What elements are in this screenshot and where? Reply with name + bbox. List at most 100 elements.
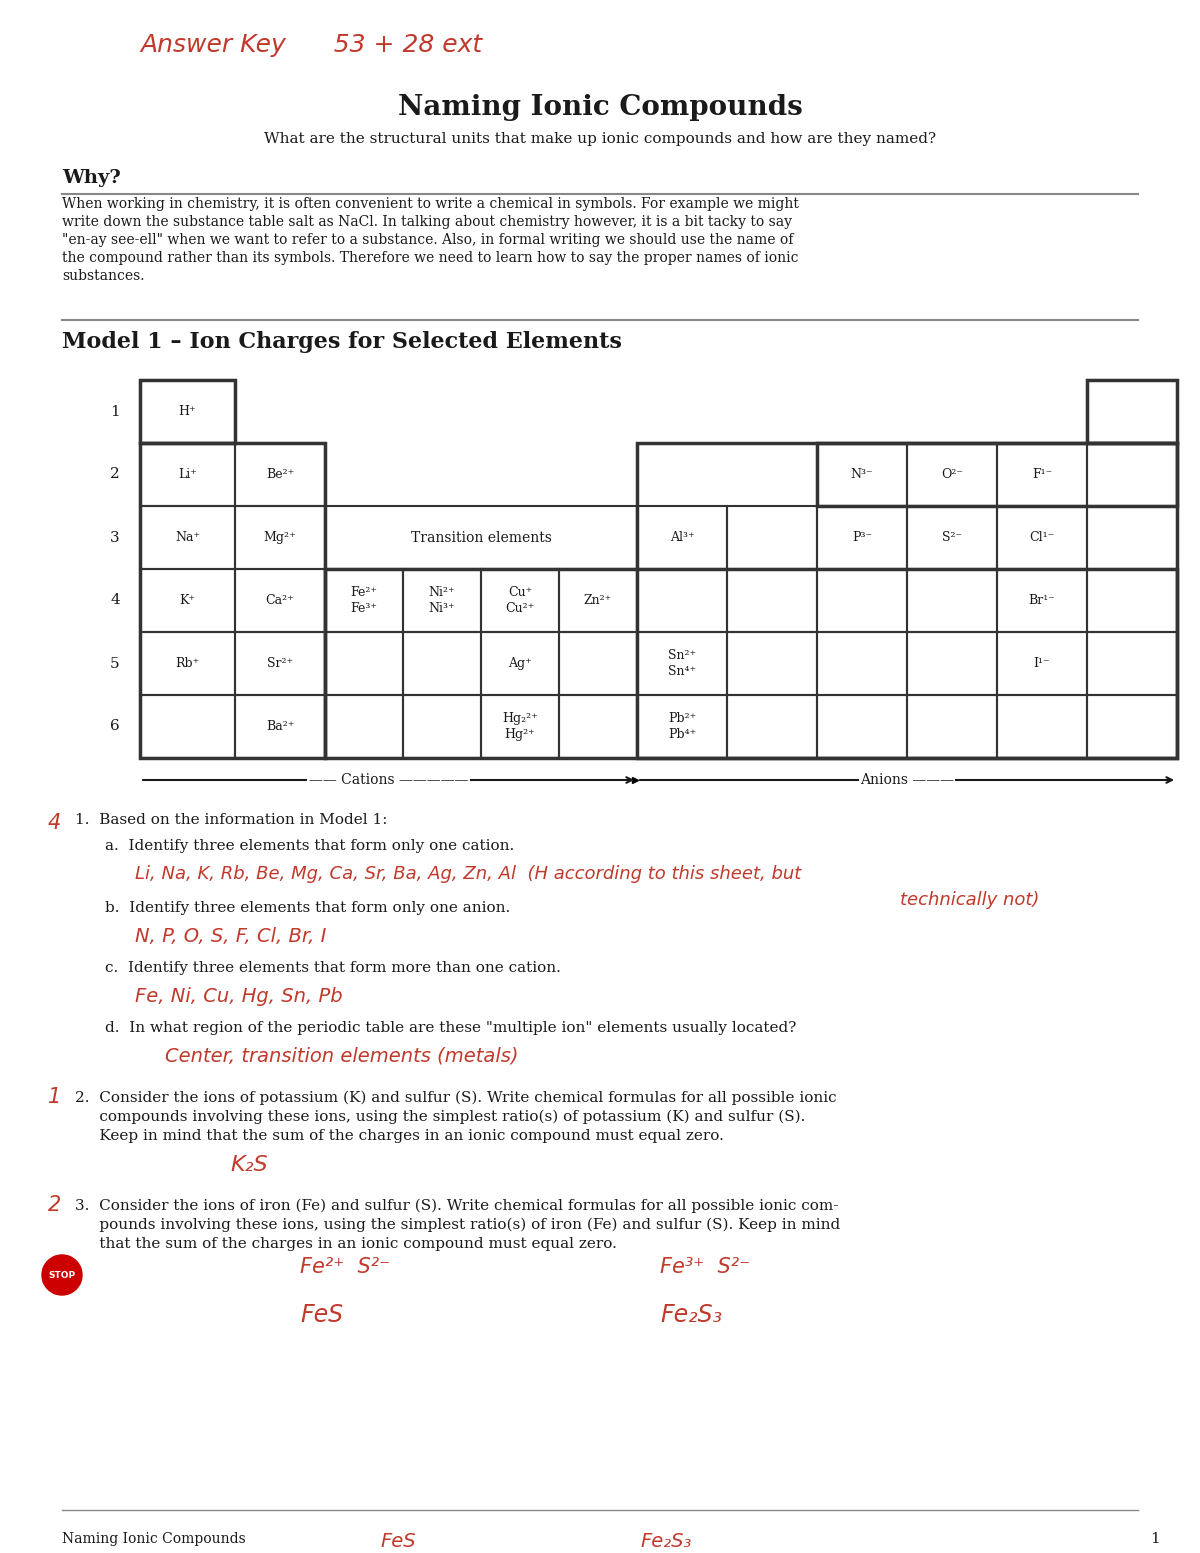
Text: When working in chemistry, it is often convenient to write a chemical in symbols: When working in chemistry, it is often c… (62, 197, 799, 211)
Text: Cu⁺
Cu²⁺: Cu⁺ Cu²⁺ (505, 585, 535, 615)
Text: S²⁻: S²⁻ (942, 531, 962, 544)
Text: Answer Key      53 + 28 ext: Answer Key 53 + 28 ext (140, 33, 482, 57)
Text: K₂S: K₂S (230, 1155, 268, 1176)
Bar (817, 696, 907, 758)
Bar (481, 696, 559, 758)
Bar (637, 632, 727, 696)
Bar (997, 696, 1087, 758)
Bar (907, 568, 997, 632)
Text: 1: 1 (48, 1087, 61, 1107)
Text: substances.: substances. (62, 269, 144, 283)
Text: P³⁻: P³⁻ (852, 531, 872, 544)
Text: Model 1 – Ion Charges for Selected Elements: Model 1 – Ion Charges for Selected Eleme… (62, 331, 622, 353)
Text: 4: 4 (48, 814, 61, 832)
Bar (140, 506, 235, 568)
Bar (235, 696, 325, 758)
Bar (403, 696, 481, 758)
Bar (817, 632, 907, 696)
Text: Anions ———: Anions ——— (860, 773, 954, 787)
Bar (1087, 506, 1177, 568)
Bar (325, 568, 1177, 758)
Text: the compound rather than its symbols. Therefore we need to learn how to say the : the compound rather than its symbols. Th… (62, 252, 798, 266)
Bar (727, 696, 817, 758)
Bar (637, 506, 727, 568)
Bar (637, 696, 727, 758)
Text: Fe₂S₃: Fe₂S₃ (660, 1303, 722, 1326)
Bar (140, 696, 235, 758)
Bar (559, 568, 637, 632)
Text: Be²⁺: Be²⁺ (266, 467, 294, 481)
Text: O²⁻: O²⁻ (941, 467, 964, 481)
Text: that the sum of the charges in an ionic compound must equal zero.: that the sum of the charges in an ionic … (74, 1238, 617, 1252)
Bar (481, 632, 559, 696)
Text: Transition elements: Transition elements (410, 531, 552, 545)
Bar (817, 506, 907, 568)
Text: N, P, O, S, F, Cl, Br, I: N, P, O, S, F, Cl, Br, I (134, 927, 326, 946)
Text: compounds involving these ions, using the simplest ratio(s) of potassium (K) and: compounds involving these ions, using th… (74, 1110, 805, 1124)
Text: Pb²⁺
Pb⁴⁺: Pb²⁺ Pb⁴⁺ (668, 711, 696, 741)
Text: I¹⁻: I¹⁻ (1033, 657, 1050, 669)
Text: b.  Identify three elements that form only one anion.: b. Identify three elements that form onl… (106, 901, 510, 915)
Text: Mg²⁺: Mg²⁺ (264, 531, 296, 544)
Bar (907, 443, 997, 506)
Bar (997, 568, 1087, 632)
Bar (637, 568, 727, 632)
Bar (997, 506, 1087, 568)
Text: Sn²⁺
Sn⁴⁺: Sn²⁺ Sn⁴⁺ (668, 649, 696, 679)
Bar (907, 632, 997, 696)
Bar (559, 632, 637, 696)
Text: 2.  Consider the ions of potassium (K) and sulfur (S). Write chemical formulas f: 2. Consider the ions of potassium (K) an… (74, 1092, 836, 1106)
Text: —— Cations —————: —— Cations ————— (308, 773, 468, 787)
Text: 1.  Based on the information in Model 1:: 1. Based on the information in Model 1: (74, 814, 388, 828)
Text: Why?: Why? (62, 169, 121, 186)
Bar (403, 568, 481, 632)
Text: 2: 2 (48, 1194, 61, 1214)
Bar (325, 696, 403, 758)
Text: a.  Identify three elements that form only one cation.: a. Identify three elements that form onl… (106, 839, 515, 853)
Text: Center, transition elements (metals): Center, transition elements (metals) (166, 1047, 518, 1065)
Text: What are the structural units that make up ionic compounds and how are they name: What are the structural units that make … (264, 132, 936, 146)
Bar (997, 632, 1087, 696)
Text: 1: 1 (110, 404, 120, 418)
Text: d.  In what region of the periodic table are these "multiple ion" elements usual: d. In what region of the periodic table … (106, 1020, 797, 1034)
Text: K⁺: K⁺ (180, 593, 196, 607)
Text: Li⁺: Li⁺ (178, 467, 197, 481)
Text: Fe₂S₃: Fe₂S₃ (640, 1531, 691, 1551)
Bar (727, 568, 817, 632)
Text: 1: 1 (1150, 1531, 1159, 1545)
Text: Ba²⁺: Ba²⁺ (266, 721, 294, 733)
Bar (325, 506, 637, 568)
Text: Rb⁺: Rb⁺ (175, 657, 199, 669)
Bar (817, 568, 907, 632)
Text: "en-ay see-ell" when we want to refer to a substance. Also, in formal writing we: "en-ay see-ell" when we want to refer to… (62, 233, 793, 247)
Bar (140, 443, 235, 506)
Text: Naming Ionic Compounds: Naming Ionic Compounds (397, 95, 803, 121)
Text: 5: 5 (110, 657, 120, 671)
Bar (235, 506, 325, 568)
Bar (817, 443, 907, 506)
Bar (1087, 696, 1177, 758)
Bar (637, 443, 1177, 758)
Bar (727, 632, 817, 696)
Text: Ca²⁺: Ca²⁺ (265, 593, 294, 607)
Text: Naming Ionic Compounds: Naming Ionic Compounds (62, 1531, 246, 1545)
Text: STOP: STOP (48, 1270, 76, 1280)
Circle shape (42, 1255, 82, 1295)
Bar (727, 506, 817, 568)
Polygon shape (43, 1256, 80, 1294)
Text: Li, Na, K, Rb, Be, Mg, Ca, Sr, Ba, Ag, Zn, Al  (H according to this sheet, but: Li, Na, K, Rb, Be, Mg, Ca, Sr, Ba, Ag, Z… (134, 865, 802, 884)
Bar (140, 568, 235, 632)
Text: Al³⁺: Al³⁺ (670, 531, 695, 544)
Bar (1087, 568, 1177, 632)
Text: 2: 2 (110, 467, 120, 481)
Bar (235, 443, 325, 506)
Bar (235, 568, 325, 632)
Text: Hg₂²⁺
Hg²⁺: Hg₂²⁺ Hg²⁺ (502, 711, 538, 741)
Text: N³⁻: N³⁻ (851, 467, 874, 481)
Text: 6: 6 (110, 719, 120, 733)
Text: Ag⁺: Ag⁺ (508, 657, 532, 669)
Text: F¹⁻: F¹⁻ (1032, 467, 1052, 481)
Bar (403, 632, 481, 696)
Bar (1087, 380, 1177, 443)
Bar (997, 443, 1087, 506)
